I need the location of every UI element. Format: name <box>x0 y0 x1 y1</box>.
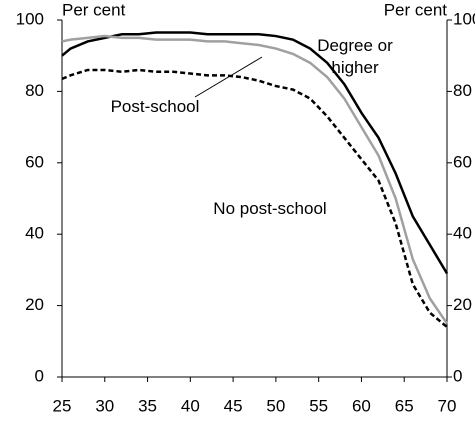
y2-axis-label: Per cent <box>384 0 448 19</box>
y-axis-label: Per cent <box>62 0 126 19</box>
y-tick-label: 20 <box>25 295 44 314</box>
series-label: Post-school <box>110 97 200 116</box>
x-tick-label: 60 <box>352 396 371 415</box>
x-tick-label: 65 <box>395 396 414 415</box>
x-tick-label: 35 <box>138 396 157 415</box>
y-tick-label: 0 <box>35 366 44 385</box>
y-tick-label: 40 <box>25 224 44 243</box>
x-tick-label: 45 <box>224 396 243 415</box>
x-tick-label: 55 <box>309 396 328 415</box>
x-tick-label: 40 <box>181 396 200 415</box>
y2-tick-label: 0 <box>453 366 462 385</box>
x-tick-label: 70 <box>438 396 457 415</box>
x-tick-label: 25 <box>53 396 72 415</box>
series-label: No post-school <box>213 199 327 218</box>
y2-tick-label: 40 <box>453 224 472 243</box>
y2-tick-label: 80 <box>453 81 472 100</box>
series-label: Degree or higher <box>317 36 393 77</box>
x-tick-label: 30 <box>95 396 114 415</box>
y2-tick-label: 20 <box>453 295 472 314</box>
y-tick-label: 60 <box>25 152 44 171</box>
series-line <box>61 31 449 275</box>
series-line <box>61 68 448 328</box>
y-tick-label: 80 <box>25 81 44 100</box>
y2-tick-label: 60 <box>453 152 472 171</box>
x-tick-label: 50 <box>266 396 285 415</box>
series-line <box>61 34 449 325</box>
y2-tick-label: 100 <box>453 9 475 28</box>
y-tick-label: 100 <box>16 9 44 28</box>
